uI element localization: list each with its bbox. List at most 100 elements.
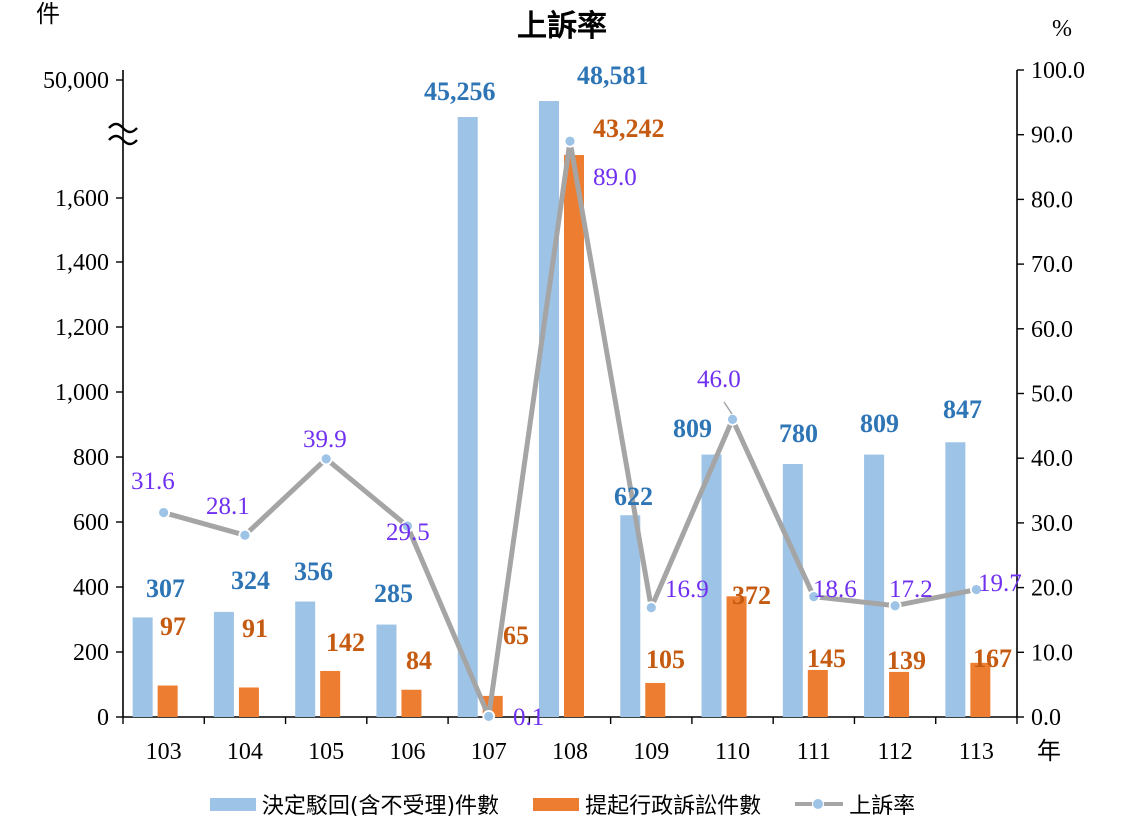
bar-label-lawsuit: 142 [326, 628, 365, 657]
bar-label-rejected: 780 [779, 419, 818, 448]
legend: 決定駁回(含不受理)件數 提起行政訴訟件數 上訴率 [0, 786, 1125, 822]
rate-point [401, 519, 414, 533]
bar-label-lawsuit: 91 [242, 614, 268, 643]
rate-point [888, 599, 902, 613]
bar-label-lawsuit: 139 [887, 646, 926, 675]
chart: 0 200 400 600 800 1,000 1,200 1,400 1,600 50,000 0… [36, 0, 1085, 765]
rate-label: 28.1 [206, 493, 250, 520]
rate-line [157, 134, 983, 723]
y-left-tick-label: 600 [73, 510, 109, 536]
bar-label-rejected: 809 [673, 414, 712, 443]
x-tick-label: 107 [471, 739, 507, 765]
bar-label-lawsuit: 105 [646, 645, 685, 674]
y-left-unit: 件 [36, 0, 60, 28]
x-tick-label: 106 [389, 739, 425, 765]
rate-point [969, 583, 983, 596]
y-right-tick-label: 90.0 [1031, 123, 1073, 149]
y-right-tick-label: 100.0 [1031, 58, 1085, 84]
bar-lawsuit [238, 687, 259, 717]
bar-label-lawsuit: 65 [503, 621, 529, 650]
bar-rejected [539, 101, 559, 717]
rate-point [319, 452, 333, 466]
bar-rejected [376, 624, 397, 717]
bar-rejected [782, 463, 803, 717]
bar-rejected [295, 601, 316, 717]
chart-title: 上訴率 [517, 9, 607, 44]
y-left-tick-label: 1,400 [55, 250, 109, 276]
bar-label-rejected: 285 [374, 579, 413, 608]
y-right-tick-label: 20.0 [1031, 576, 1073, 602]
legend-label-lawsuit: 提起行政訴訟件數 [585, 794, 762, 819]
x-axis-unit: 年 [1037, 737, 1061, 765]
y-left-tick-label: 800 [73, 445, 109, 471]
bar-label-lawsuit: 43,242 [593, 114, 665, 143]
x-tick-label: 109 [633, 739, 669, 765]
legend-item-rate: 上訴率 [795, 788, 915, 820]
bar-label-rejected: 847 [943, 395, 982, 424]
y-right-tick-label: 10.0 [1031, 640, 1073, 666]
rate-label: 31.6 [131, 468, 175, 495]
y-right-tick-label: 40.0 [1031, 446, 1073, 472]
bar-label-lawsuit: 84 [406, 646, 432, 675]
y-right-tick-label: 70.0 [1031, 252, 1073, 278]
y-left-tick-label: 1,200 [55, 315, 109, 341]
bar-lawsuit [320, 670, 341, 717]
bar-lawsuit [726, 596, 747, 717]
bar-label-rejected: 324 [231, 566, 270, 595]
axis-break-mark [108, 122, 138, 146]
x-tick-label: 104 [227, 739, 263, 765]
x-tick-label: 103 [146, 739, 182, 765]
bar-label-lawsuit: 97 [160, 612, 186, 641]
x-tick-label: 110 [715, 739, 750, 765]
rate-label: 0.1 [513, 704, 544, 731]
x-tick-label: 111 [797, 739, 831, 765]
rate-point [238, 528, 252, 542]
rate-label: 18.6 [813, 576, 857, 603]
rate-label: 19.7 [978, 570, 1022, 597]
bar-rejected [620, 515, 641, 717]
rate-label: 16.9 [665, 576, 709, 603]
bar-label-lawsuit: 167 [973, 644, 1012, 673]
y-right-tick-label: 50.0 [1031, 382, 1073, 408]
legend-swatch-rejected [209, 797, 256, 811]
y-right-tick-label: 80.0 [1031, 187, 1073, 213]
bar-label-lawsuit: 145 [807, 644, 846, 673]
bar-lawsuit [970, 662, 991, 717]
legend-item-lawsuit: 提起行政訴訟件數 [533, 788, 761, 820]
rate-point [563, 134, 577, 148]
bar-label-rejected: 356 [294, 557, 333, 586]
legend-label-rejected: 決定駁回(含不受理)件數 [261, 794, 500, 819]
bar-rejected [457, 117, 478, 717]
y-left-tick-label: 200 [73, 640, 109, 666]
x-tick-label: 112 [878, 739, 913, 765]
y-left-tick-label: 1,600 [55, 186, 109, 212]
y-left-tick-label: 50,000 [43, 68, 109, 94]
bar-lawsuit [564, 155, 584, 717]
bar-label-rejected: 45,256 [424, 77, 496, 106]
rate-label: 46.0 [697, 366, 741, 393]
x-tick-label: 105 [308, 739, 344, 765]
legend-label-rate: 上訴率 [849, 794, 916, 819]
bar-lawsuit [401, 689, 422, 717]
y-right-unit: % [1052, 16, 1072, 42]
bar-rejected [945, 442, 966, 717]
axes: 0 200 400 600 800 1,000 1,200 1,400 1,600 50,000 0… [36, 0, 1085, 765]
bar-rejected [213, 611, 234, 717]
bar-label-rejected: 48,581 [577, 61, 649, 90]
rate-point [482, 709, 496, 723]
rate-label: 29.5 [386, 519, 430, 546]
rate-label: 39.9 [303, 426, 347, 453]
rate-point [726, 412, 739, 426]
data-labels: 307 97 324 91 356 142 285 84 45,256 65 48,581 43,24… [131, 61, 1022, 731]
rate-point [644, 601, 658, 615]
bar-lawsuit [157, 685, 178, 717]
y-right-tick-label: 30.0 [1031, 511, 1073, 537]
bar-label-rejected: 622 [614, 482, 653, 511]
rate-label: 89.0 [593, 164, 637, 191]
y-right-tick-label: 60.0 [1031, 317, 1073, 343]
legend-swatch-rate [795, 796, 844, 812]
bar-label-rejected: 809 [860, 409, 899, 438]
rate-point [157, 506, 171, 519]
rate-label-leader [723, 401, 733, 415]
bar-label-lawsuit: 372 [732, 581, 771, 610]
